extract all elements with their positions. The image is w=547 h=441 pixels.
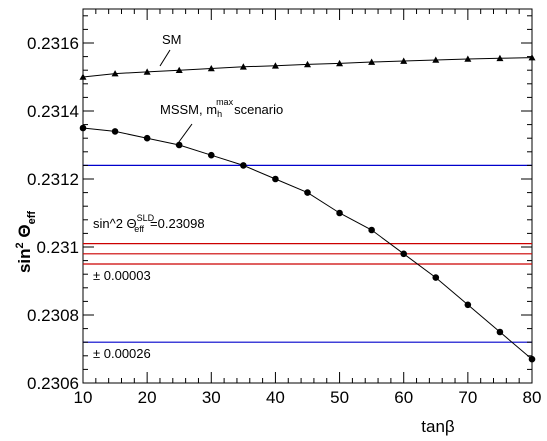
series-0-point-8 [336, 59, 344, 67]
y-axis-title-theta: Θ [15, 224, 34, 242]
series-0-point-14 [528, 54, 536, 61]
series-1-point-1 [111, 128, 119, 135]
x-tick-label-4: 50 [330, 388, 349, 407]
series-0-point-9 [368, 58, 376, 65]
y-axis-title-sub: eff [26, 211, 38, 225]
series-1-point-2 [143, 134, 151, 142]
series-0-point-12 [464, 55, 472, 62]
y-tick-label-0: 0.2306 [27, 374, 79, 393]
x-tick-label-0: 10 [74, 388, 93, 407]
x-tick-label-7: 80 [523, 388, 542, 407]
series-1-point-13 [496, 328, 504, 336]
x-tick-label-2: 30 [202, 388, 221, 407]
series-1-point-4 [207, 151, 215, 159]
y-axis-title-sup: 2 [14, 242, 26, 248]
x-tick-label-6: 70 [458, 388, 477, 407]
sld-value: =0.23098 [150, 216, 205, 231]
axis-ticks [82, 9, 533, 384]
mssm-label-sub: h [217, 109, 222, 119]
sld-prefix: sin^2 Θ [93, 216, 137, 231]
sld-annotation: sin^2 ΘSLD eff =0.23098 [93, 213, 205, 234]
y-tick-label-3: 0.2312 [27, 170, 79, 189]
series-1-point-9 [368, 226, 375, 234]
series-0-point-6 [271, 62, 279, 69]
series-1-point-8 [336, 209, 343, 217]
series-0-point-1 [111, 70, 119, 77]
x-tick-label-1: 20 [138, 388, 157, 407]
series-0-point-10 [400, 57, 408, 64]
series-0-point-2 [143, 68, 151, 75]
series-1-point-6 [272, 175, 279, 183]
series-0-point-3 [175, 66, 183, 73]
series-1-point-0 [79, 124, 87, 132]
series-1-point-14 [528, 355, 536, 363]
series-0-point-4 [207, 65, 215, 72]
series-0-point-7 [304, 60, 311, 68]
red-band-label: ± 0.00003 [93, 268, 151, 283]
horizontal-reference-lines [83, 164, 532, 343]
sld-sup: SLD [137, 213, 155, 223]
plot-frame-rect [82, 8, 533, 384]
mssm-label-tail: scenario [234, 102, 283, 117]
sm-label: SM [162, 32, 182, 47]
mssm-label-sup: max [216, 97, 234, 107]
series-1-point-7 [304, 189, 311, 196]
series-0-line [82, 57, 533, 78]
x-tick-label-5: 60 [394, 388, 413, 407]
series-0-point-11 [432, 56, 440, 63]
series-0-point-0 [79, 73, 87, 80]
blue-band-label: ± 0.00026 [93, 346, 151, 361]
mssm-label-main: MSSM, m [160, 102, 217, 117]
sm-arrow [159, 49, 171, 67]
series-group [79, 54, 536, 363]
y-axis-title: sin2 Θeff [14, 211, 38, 273]
y-tick-label-1: 0.2308 [27, 306, 79, 325]
series-0-point-5 [239, 63, 247, 70]
sld-sub: eff [134, 224, 144, 234]
series-1-point-5 [240, 162, 247, 169]
series-0-point-13 [496, 54, 504, 62]
series-1-point-11 [432, 274, 440, 281]
x-axis-title: tanβ [421, 417, 455, 436]
y-tick-label-2: 0.231 [36, 238, 79, 257]
series-1-point-10 [400, 250, 408, 258]
series-1-point-12 [464, 301, 472, 309]
y-tick-label-5: 0.2316 [27, 34, 79, 53]
tick-labels: 10 20 30 40 50 60 70 80 0.2306 0.2308 0.231 0.2312 0… [27, 34, 541, 407]
mssm-arrow [175, 123, 193, 147]
y-axis-title-main: sin [15, 248, 34, 273]
y-tick-label-4: 0.2314 [27, 102, 79, 121]
x-tick-label-3: 40 [266, 388, 285, 407]
mssm-label: MSSM, mmax h scenario [160, 97, 283, 119]
plot-frame [82, 8, 533, 384]
